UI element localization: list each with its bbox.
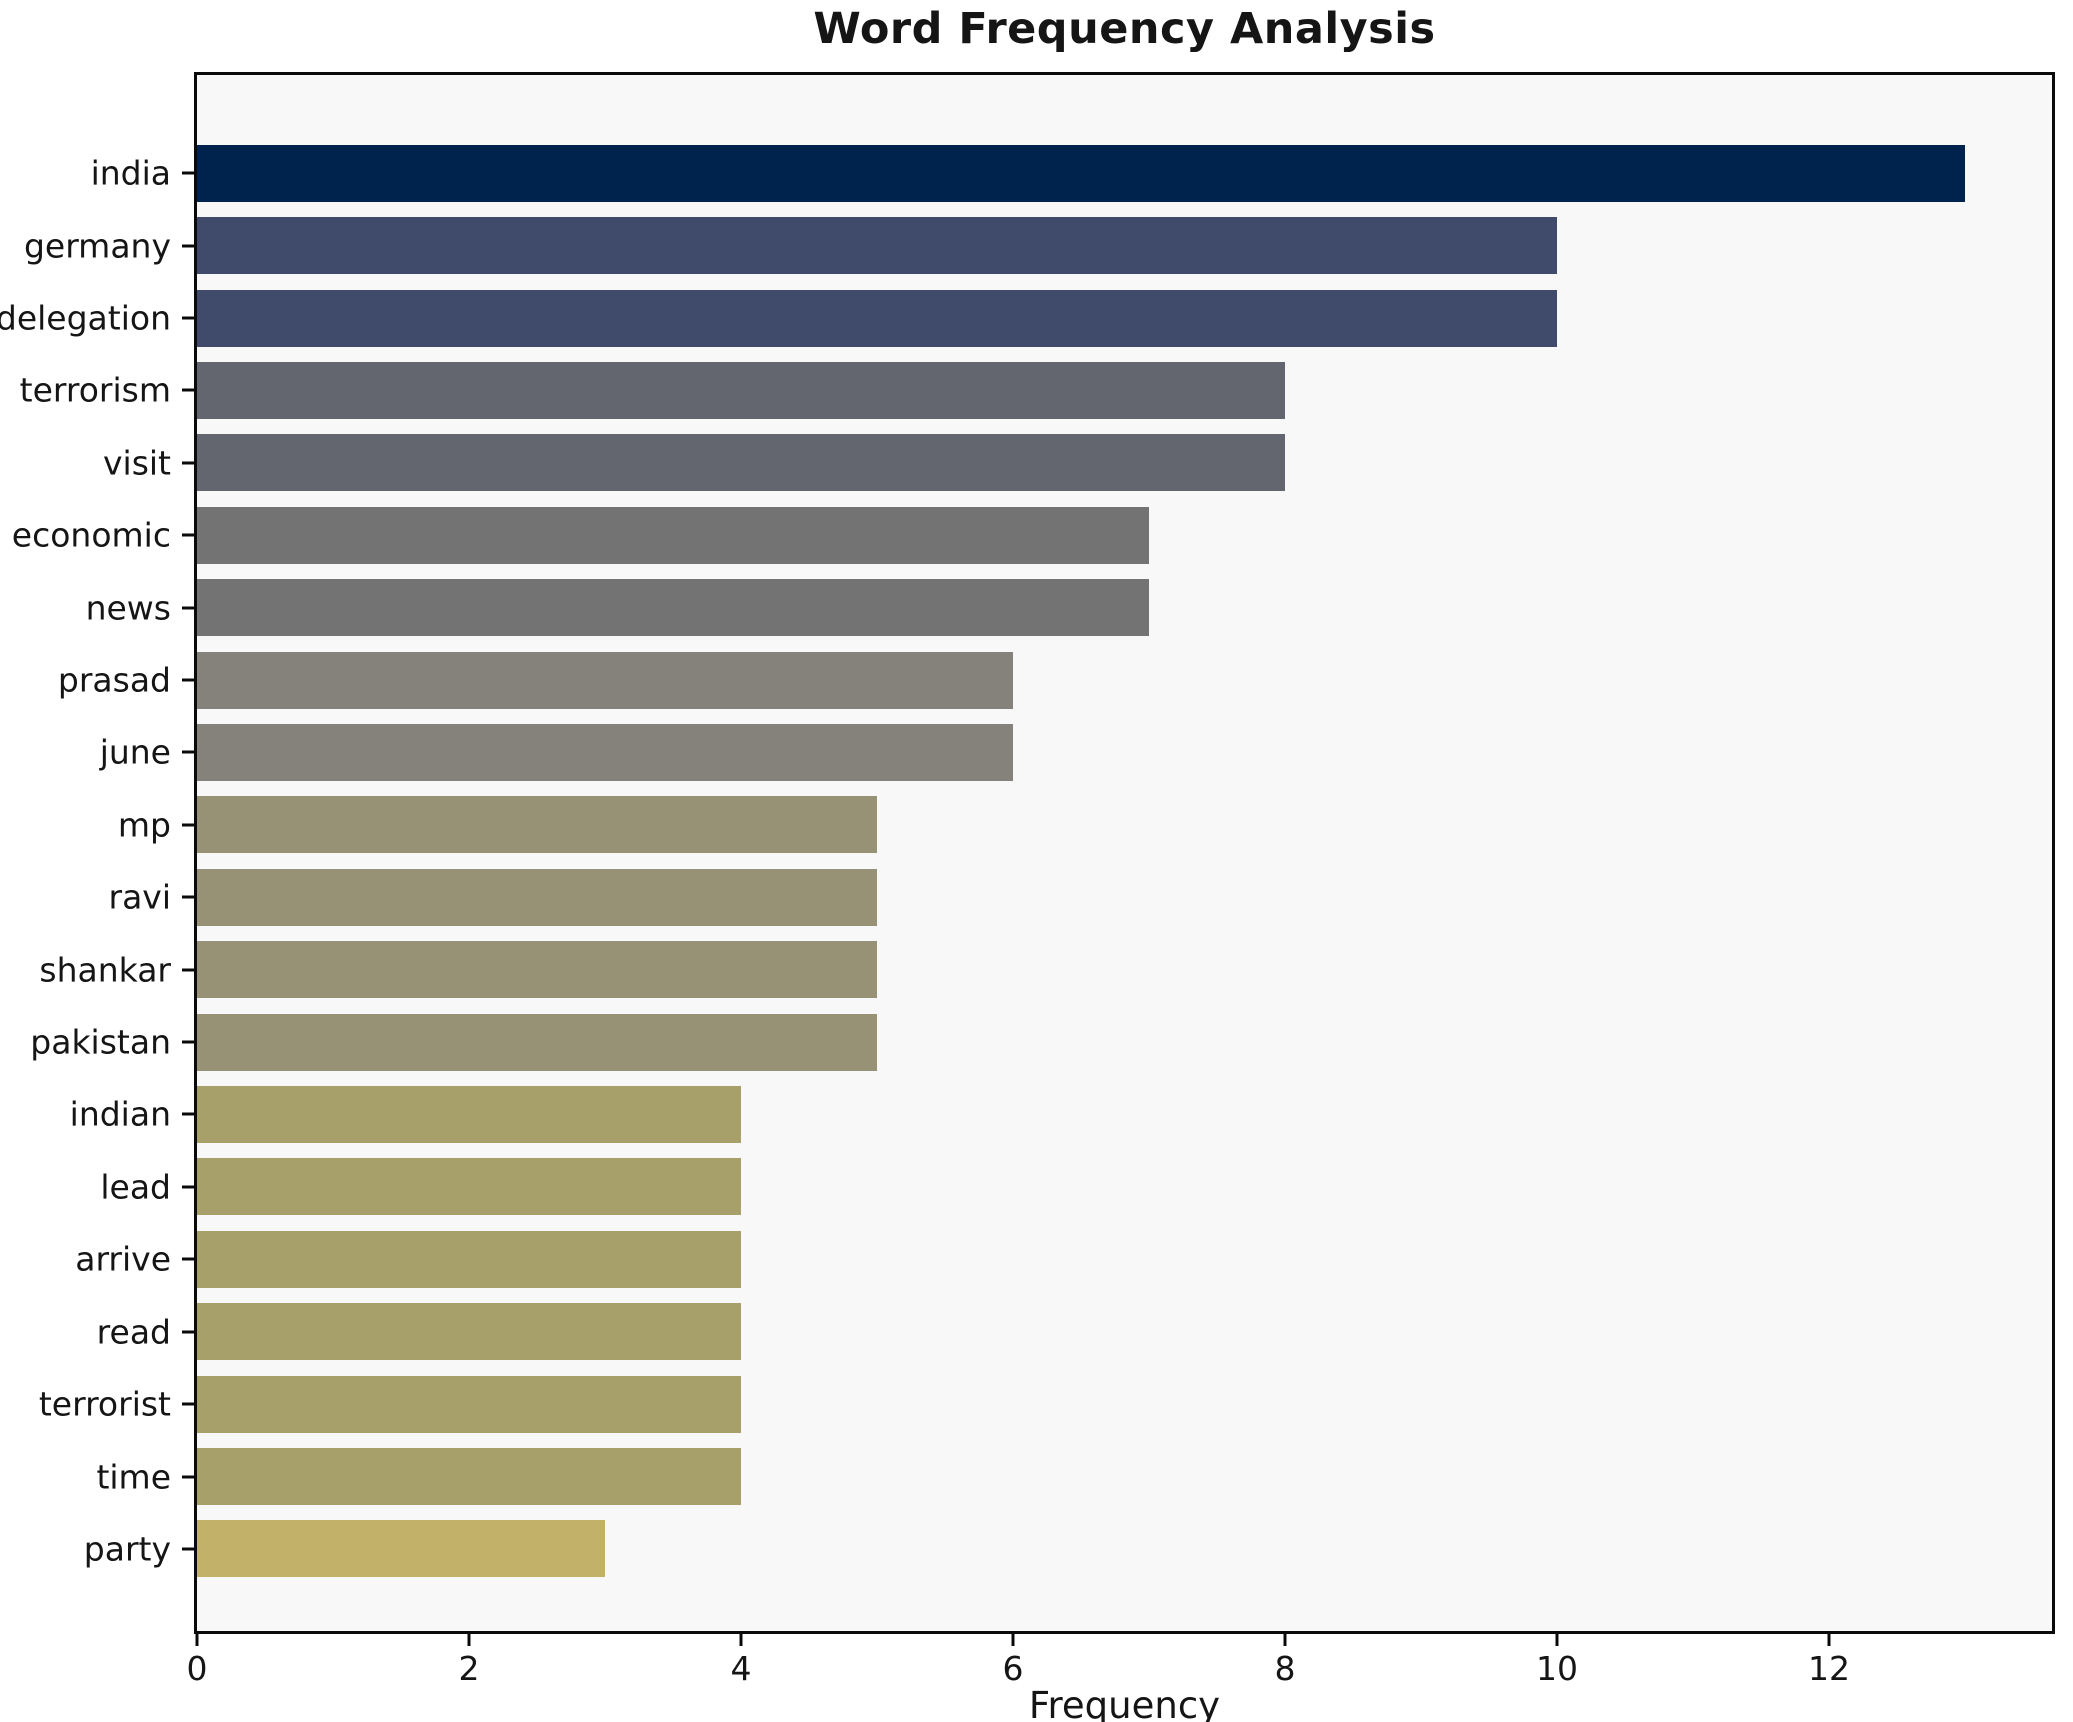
bar-row: ravi (109, 861, 2052, 933)
y-tick-mark (182, 1547, 194, 1551)
y-tick-mark (182, 823, 194, 827)
frequency-bar (197, 506, 1149, 564)
y-axis-label: arrive (75, 1239, 171, 1279)
y-tick-mark (182, 244, 194, 248)
x-tick-label: 12 (1807, 1649, 1850, 1688)
frequency-bar (197, 868, 877, 926)
bar-row: indian (70, 1078, 2052, 1150)
x-tick-mark (195, 1634, 199, 1646)
y-axis-label: read (96, 1312, 171, 1352)
y-tick-mark (182, 1112, 194, 1116)
y-axis-label: germany (23, 226, 171, 266)
y-axis-label: june (99, 732, 171, 772)
x-tick-mark (1011, 1634, 1015, 1646)
frequency-bar (197, 289, 1557, 347)
y-axis-label: pakistan (30, 1022, 171, 1062)
frequency-bar (197, 144, 1965, 202)
bar-row: june (100, 716, 2052, 788)
bar-row: terrorist (39, 1368, 2052, 1440)
x-axis-title: Frequency (1028, 1684, 1221, 1722)
plot-area: india germany delegation terrorism visit econ… (0, 72, 2055, 1634)
y-axis-label: lead (100, 1167, 171, 1207)
y-axis-label: indian (69, 1094, 171, 1134)
y-axis-label: time (96, 1457, 171, 1497)
bar-row: pakistan (30, 1006, 2052, 1078)
y-tick-mark (182, 895, 194, 899)
y-axis-label: visit (103, 443, 171, 483)
y-tick-mark (182, 678, 194, 682)
bar-row: mp (118, 789, 2052, 861)
bar-row: terrorism (20, 354, 2052, 426)
y-tick-mark (182, 1402, 194, 1406)
frequency-bar (197, 1520, 605, 1578)
frequency-bar (197, 217, 1557, 275)
x-tick-label: 2 (458, 1649, 480, 1688)
chart-title: Word Frequency Analysis (813, 4, 1436, 54)
bars-container: india germany delegation terrorism visit econ… (0, 137, 2052, 1585)
frequency-bar (197, 434, 1285, 492)
y-tick-mark (182, 968, 194, 972)
bar-row: arrive (75, 1223, 2052, 1295)
frequency-bar (197, 1375, 741, 1433)
y-tick-mark (182, 533, 194, 537)
y-axis-label: prasad (57, 660, 171, 700)
y-tick-mark (182, 1040, 194, 1044)
y-axis-label: terrorist (38, 1384, 171, 1424)
frequency-bar (197, 796, 877, 854)
bar-row: time (96, 1440, 2052, 1512)
frequency-bar (197, 1013, 877, 1071)
y-axis-label: delegation (0, 298, 171, 338)
x-tick-mark (1283, 1634, 1287, 1646)
y-tick-mark (182, 1475, 194, 1479)
bar-row: shankar (39, 933, 2052, 1005)
y-tick-mark (182, 316, 194, 320)
bar-row: delegation (0, 282, 2052, 354)
bar-row: visit (103, 427, 2052, 499)
bar-row: party (84, 1513, 2052, 1585)
x-tick-mark (1555, 1634, 1559, 1646)
y-axis-label: party (83, 1529, 171, 1569)
y-tick-mark (182, 1257, 194, 1261)
y-tick-mark (182, 750, 194, 754)
bar-row: read (97, 1296, 2052, 1368)
bar-row: news (86, 571, 2052, 643)
y-tick-mark (182, 461, 194, 465)
x-tick-label: 4 (730, 1649, 752, 1688)
frequency-bar (197, 941, 877, 999)
bar-row: lead (100, 1151, 2052, 1223)
frequency-bar (197, 1158, 741, 1216)
y-axis-label: news (85, 588, 171, 628)
frequency-bar (197, 723, 1013, 781)
bar-row: prasad (58, 644, 2052, 716)
y-tick-mark (182, 606, 194, 610)
y-tick-mark (182, 171, 194, 175)
frequency-bar (197, 361, 1285, 419)
y-tick-mark (182, 388, 194, 392)
x-tick-label: 6 (1002, 1649, 1024, 1688)
frequency-bar (197, 1448, 741, 1506)
y-axis-label: shankar (39, 950, 171, 990)
y-tick-mark (182, 1185, 194, 1189)
y-axis-label: ravi (108, 877, 172, 917)
y-axis-label: mp (117, 805, 171, 845)
bar-row: india (91, 137, 2052, 209)
frequency-bar (197, 579, 1149, 637)
y-tick-mark (182, 1330, 194, 1334)
bar-row: germany (24, 209, 2052, 281)
y-axis-label: economic (11, 515, 171, 555)
x-tick-mark (739, 1634, 743, 1646)
bar-row: economic (12, 499, 2052, 571)
frequency-bar (197, 1303, 741, 1361)
y-axis-label: terrorism (19, 370, 171, 410)
x-tick-label: 0 (186, 1649, 208, 1688)
x-tick-mark (467, 1634, 471, 1646)
x-tick-mark (1827, 1634, 1831, 1646)
frequency-bar (197, 651, 1013, 709)
x-tick-label: 8 (1274, 1649, 1296, 1688)
x-tick-label: 10 (1535, 1649, 1578, 1688)
frequency-bar (197, 1230, 741, 1288)
frequency-bar (197, 1085, 741, 1143)
y-axis-label: india (90, 153, 171, 193)
